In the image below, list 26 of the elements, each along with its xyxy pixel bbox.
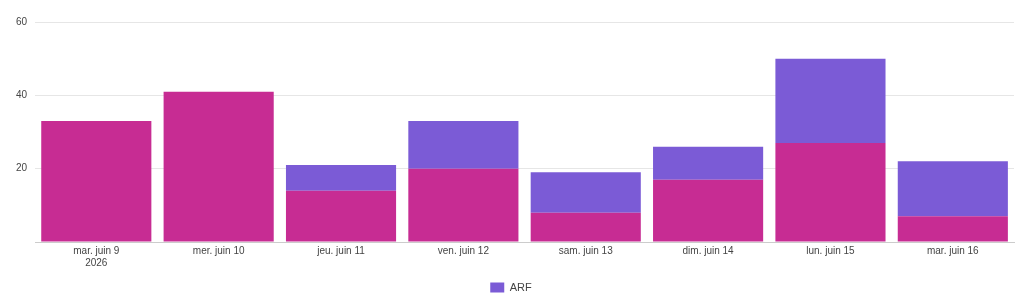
legend-label: ARF — [509, 280, 533, 293]
bar — [285, 190, 397, 242]
bar — [285, 165, 397, 191]
bar — [530, 212, 641, 242]
bar — [408, 168, 519, 242]
bar — [408, 121, 519, 169]
x-tick-label: mar. juin 16 — [926, 244, 980, 256]
x-tick-label: mar. juin 9 2026 — [73, 244, 120, 268]
bar — [653, 146, 764, 180]
bar — [163, 91, 274, 242]
x-tick-label: mer. juin 10 — [192, 244, 245, 256]
bar — [653, 179, 764, 242]
x-tick-label: sam. juin 13 — [558, 244, 614, 256]
y-tick-label: 40 — [16, 89, 28, 101]
y-tick-label: 20 — [16, 162, 28, 174]
bar — [775, 143, 886, 242]
bar — [897, 161, 1008, 217]
x-tick-label: jeu. juin 11 — [316, 244, 366, 256]
y-tick-label: 60 — [16, 15, 28, 27]
x-tick-label: dim. juin 14 — [682, 244, 735, 256]
bar — [897, 216, 1008, 242]
x-tick-label: lun. juin 15 — [806, 244, 856, 256]
bar — [41, 121, 152, 242]
x-tick-label: ven. juin 12 — [437, 244, 490, 256]
bar — [775, 58, 886, 143]
bar — [530, 172, 641, 213]
